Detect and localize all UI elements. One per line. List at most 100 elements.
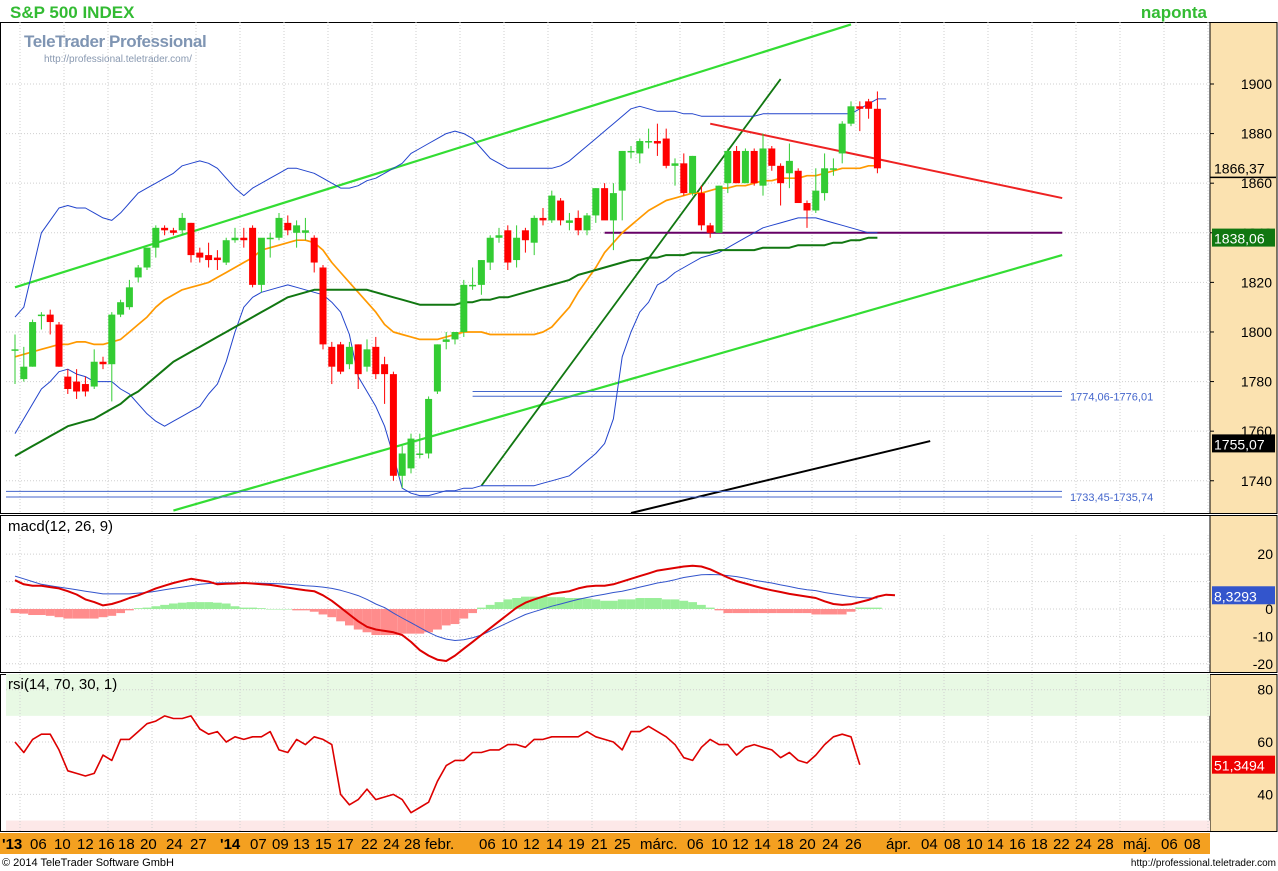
date-label: 20 (140, 836, 157, 853)
macd-tick-label: -10 (1253, 628, 1273, 644)
macd-histogram-bar (98, 608, 108, 618)
date-label: 13 (293, 836, 310, 853)
candle-up (125, 287, 133, 308)
panel-frame (0, 22, 1278, 514)
macd-histogram-bar (547, 597, 557, 609)
candle-up (178, 217, 186, 231)
macd-tick-label: 0 (1265, 601, 1273, 617)
macd-histogram-bar (767, 608, 777, 614)
last-value-label: 1755,07 (1214, 436, 1265, 452)
macd-histogram-bar (151, 606, 161, 609)
macd-histogram-bar (89, 608, 99, 619)
candle-down (372, 346, 380, 375)
logo-url: http://professional.teletrader.com/ (44, 54, 192, 65)
candle-up (548, 195, 556, 221)
bollinger-upper (14, 98, 887, 318)
macd-histogram-bar (177, 602, 187, 609)
macd-histogram-bar (635, 598, 645, 609)
candle-up (442, 339, 450, 342)
macd-histogram-bar (661, 599, 671, 609)
candle-down (574, 217, 582, 231)
macd-histogram-bar (609, 600, 618, 609)
candle-up (609, 193, 617, 221)
macd-histogram-bar (573, 598, 583, 609)
macd-histogram-bar (873, 607, 882, 609)
macd-tick-label: -20 (1253, 656, 1273, 672)
candle-up (117, 302, 125, 315)
macd-histogram-bar (107, 608, 117, 616)
black-trend-line (630, 440, 931, 514)
last-value-label: 1838,06 (1214, 231, 1265, 247)
candle-up (425, 398, 433, 454)
macd-histogram-bar (415, 608, 425, 634)
date-label: 08 (1184, 836, 1201, 853)
date-label: 24 (1075, 836, 1092, 853)
macd-histogram-bar (169, 603, 178, 609)
candle-up (513, 237, 521, 261)
last-value-label: 1866,37 (1214, 160, 1265, 176)
candle-down (99, 361, 107, 365)
candle-down (680, 163, 688, 194)
candle-down (81, 384, 89, 392)
candle-down (856, 106, 864, 109)
candle-down (389, 374, 397, 476)
candle-down (64, 376, 72, 390)
macd-histogram-bar (723, 608, 733, 614)
candle-up (460, 284, 468, 332)
date-label: 14 (546, 836, 563, 853)
date-label: 28 (404, 836, 421, 853)
macd-histogram-bar (345, 608, 354, 626)
macd-histogram-bar (653, 598, 662, 609)
macd-histogram-bar (72, 608, 81, 619)
rsi-last-value: 51,3494 (1214, 758, 1265, 774)
candle-up (469, 284, 477, 287)
macd-histogram-bar (274, 608, 284, 610)
grid (6, 22, 1210, 831)
macd-histogram-bar (371, 608, 381, 636)
y-tick-label: 1900 (1241, 76, 1272, 92)
macd-histogram-bar (688, 602, 697, 609)
macd-histogram-bar (697, 604, 706, 609)
candle-down (169, 230, 177, 233)
value-axes: 174017601780180018201840186018801900-20-… (1210, 76, 1276, 802)
candle-down (777, 165, 785, 184)
macd-histogram-bar (239, 607, 249, 609)
candle-up (257, 237, 265, 285)
date-label: 10 (966, 836, 983, 853)
candle-up (275, 217, 283, 238)
date-label: 18 (118, 836, 135, 853)
candle-up (11, 349, 19, 351)
candle-up (565, 220, 573, 223)
rsi-panel (14, 715, 861, 814)
candle-up (530, 217, 538, 243)
candle-up (715, 185, 723, 233)
macd-histogram-bar (406, 608, 416, 634)
macd-histogram-bar (811, 608, 821, 615)
date-label: 24 (822, 836, 839, 853)
candle-up (495, 235, 503, 238)
candle-down (803, 203, 811, 211)
last-value-label-box (1212, 228, 1275, 247)
candle-down (196, 252, 204, 258)
date-label: '13 (2, 836, 22, 853)
date-label: 06 (1161, 836, 1178, 853)
macd-histogram-bar (37, 608, 46, 616)
macd-histogram-bar (63, 608, 73, 619)
macd-histogram-bar (705, 607, 715, 609)
macd-histogram-bar (213, 602, 222, 609)
logo-title: TeleTrader Professional (24, 32, 206, 51)
price-level-label: 1774,06-1776,01 (1070, 391, 1153, 403)
macd-line (14, 564, 896, 662)
candle-down (662, 138, 670, 166)
candle-up (689, 155, 697, 194)
y-tick-label: 1740 (1241, 473, 1272, 489)
date-label: 12 (732, 836, 749, 853)
macd-histogram-bar (292, 608, 301, 611)
date-label: 12 (77, 836, 94, 853)
macd-histogram-bar (265, 608, 275, 610)
candle-up (645, 141, 653, 143)
date-label: 17 (337, 836, 354, 853)
macd-histogram-bar (441, 608, 451, 626)
candles (11, 91, 881, 489)
macd-histogram-bar (45, 608, 55, 616)
